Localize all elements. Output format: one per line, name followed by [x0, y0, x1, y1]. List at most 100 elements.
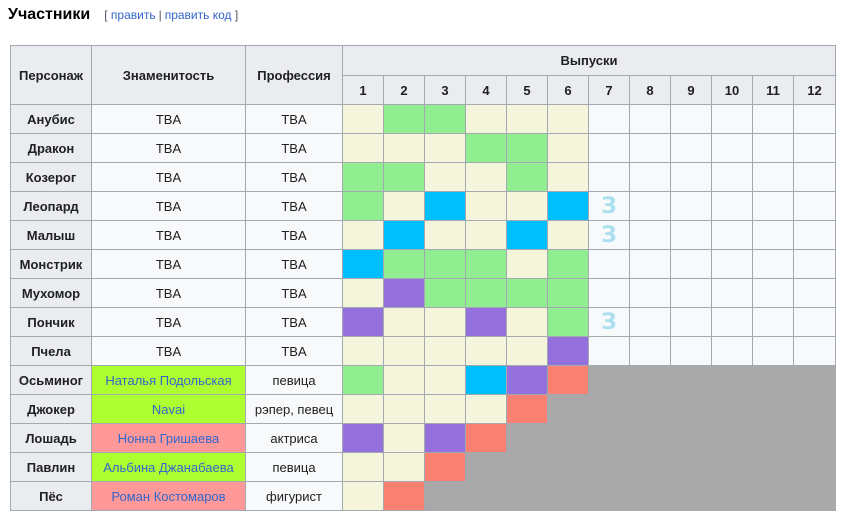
episode-cell-blue — [424, 191, 466, 221]
episode-cell-empty — [629, 162, 671, 192]
episode-cell-purple — [506, 365, 548, 395]
episode-cell-empty — [629, 191, 671, 221]
header-episode-8: 8 — [629, 75, 671, 105]
table-row: Павлин Альбина Джанабаева певица — [10, 452, 836, 482]
celebrity-link[interactable]: Альбина Джанабаева — [103, 459, 234, 475]
edit-link[interactable]: править — [110, 8, 156, 22]
episode-cell-cream — [506, 104, 548, 134]
celebrity-cell: Нонна Гришаева — [91, 423, 246, 453]
profession: TBA — [245, 104, 343, 134]
celebrity-name: TBA — [91, 220, 246, 250]
episode-cell-green — [424, 278, 466, 308]
episode-cell-empty — [752, 307, 794, 337]
episode-cell-empty — [793, 336, 836, 366]
episode-cell-empty — [793, 104, 836, 134]
episode-cell-empty — [711, 220, 753, 250]
episode-cell-green — [547, 278, 589, 308]
episode-cell-empty — [588, 278, 630, 308]
episode-cell-empty — [793, 191, 836, 221]
episode-cell-green — [342, 191, 384, 221]
episode-cell-cream — [342, 104, 384, 134]
celebrity-link[interactable]: Роман Костомаров — [111, 488, 226, 504]
character-name: Павлин — [10, 452, 92, 482]
episode-cell-empty — [670, 220, 712, 250]
episode-cell-purple — [383, 278, 425, 308]
episode-cell-cream — [424, 307, 466, 337]
episode-cell-cream — [506, 249, 548, 279]
episode-cell-empty — [629, 307, 671, 337]
episode-cell-cream — [342, 394, 384, 424]
episode-cell-empty — [670, 133, 712, 163]
episode-cell-cream — [424, 336, 466, 366]
episode-cell-empty — [588, 162, 630, 192]
table-row: Лошадь Нонна Гришаева актриса — [10, 423, 836, 453]
episode-cell-green — [465, 133, 507, 163]
celebrity-name: TBA — [91, 104, 246, 134]
celebrity-name: TBA — [91, 336, 246, 366]
profession: TBA — [245, 133, 343, 163]
header-episode-4: 4 — [465, 75, 507, 105]
table-row: Пчела TBA TBA — [10, 336, 836, 366]
header-episode-11: 11 — [752, 75, 794, 105]
episode-cell-cream — [424, 133, 466, 163]
celebrity-link[interactable]: Navai — [151, 401, 186, 417]
episode-cell-purple — [342, 307, 384, 337]
eliminated-span — [506, 423, 836, 453]
celebrity-link[interactable]: Нонна Гришаева — [117, 430, 220, 446]
episode-cell-cream — [465, 394, 507, 424]
eliminated-span — [547, 394, 836, 424]
celebrity-name: TBA — [91, 278, 246, 308]
episode-cell-green — [506, 162, 548, 192]
header-episode-5: 5 — [506, 75, 548, 105]
episode-cell-green — [465, 249, 507, 279]
episode-cell-green — [547, 249, 589, 279]
episode-cell-blue — [383, 220, 425, 250]
profession: рэпер, певец — [245, 394, 343, 424]
profession: актриса — [245, 423, 343, 453]
episode-cell-empty — [711, 249, 753, 279]
episode-cell-green — [547, 307, 589, 337]
celebrity-link[interactable]: Наталья Подольская — [105, 372, 232, 388]
episode-cell-cream — [465, 162, 507, 192]
episode-cell-empty — [670, 336, 712, 366]
episode-cell-empty — [711, 162, 753, 192]
episode-cell-empty — [670, 162, 712, 192]
character-name: Малыш — [10, 220, 92, 250]
episode-cell-empty — [670, 249, 712, 279]
episode-cell-cream — [424, 394, 466, 424]
episode-cell-empty — [752, 249, 794, 279]
edit-code-link[interactable]: править код — [164, 8, 232, 22]
episode-cell-cream — [547, 133, 589, 163]
episode-cell-green — [424, 249, 466, 279]
table-row: Пончик TBA TBA З — [10, 307, 836, 337]
header-episode-10: 10 — [711, 75, 753, 105]
episode-cell-empty — [670, 104, 712, 134]
header-episode-12: 12 — [793, 75, 836, 105]
episode-cell-empty — [793, 307, 836, 337]
episode-cell-empty — [629, 278, 671, 308]
episode-cell-cream — [424, 220, 466, 250]
episode-cell-cream — [342, 278, 384, 308]
episode-cell-cream — [342, 336, 384, 366]
episode-cell-cream — [547, 220, 589, 250]
character-name: Дракон — [10, 133, 92, 163]
celebrity-name: TBA — [91, 191, 246, 221]
celebrity-cell: Роман Костомаров — [91, 481, 246, 511]
edit-separator: | — [158, 8, 162, 22]
episode-cell-empty — [711, 278, 753, 308]
episode-cell-empty — [752, 191, 794, 221]
episode-cell-blue — [506, 220, 548, 250]
episode-cell-cream — [506, 336, 548, 366]
header-episode-3: 3 — [424, 75, 466, 105]
episode-cell-green — [383, 104, 425, 134]
header-episode-2: 2 — [383, 75, 425, 105]
episode-cell-empty — [711, 191, 753, 221]
episode-cell-empty — [793, 133, 836, 163]
character-name: Пчела — [10, 336, 92, 366]
table-row: Анубис TBA TBA — [10, 104, 836, 134]
profession: TBA — [245, 191, 343, 221]
table-row: Малыш TBA TBA З — [10, 220, 836, 250]
episode-cell-cream — [465, 220, 507, 250]
participants-table: Персонаж Знаменитость Профессия Выпуски … — [10, 45, 836, 511]
episode-cell-green — [383, 162, 425, 192]
